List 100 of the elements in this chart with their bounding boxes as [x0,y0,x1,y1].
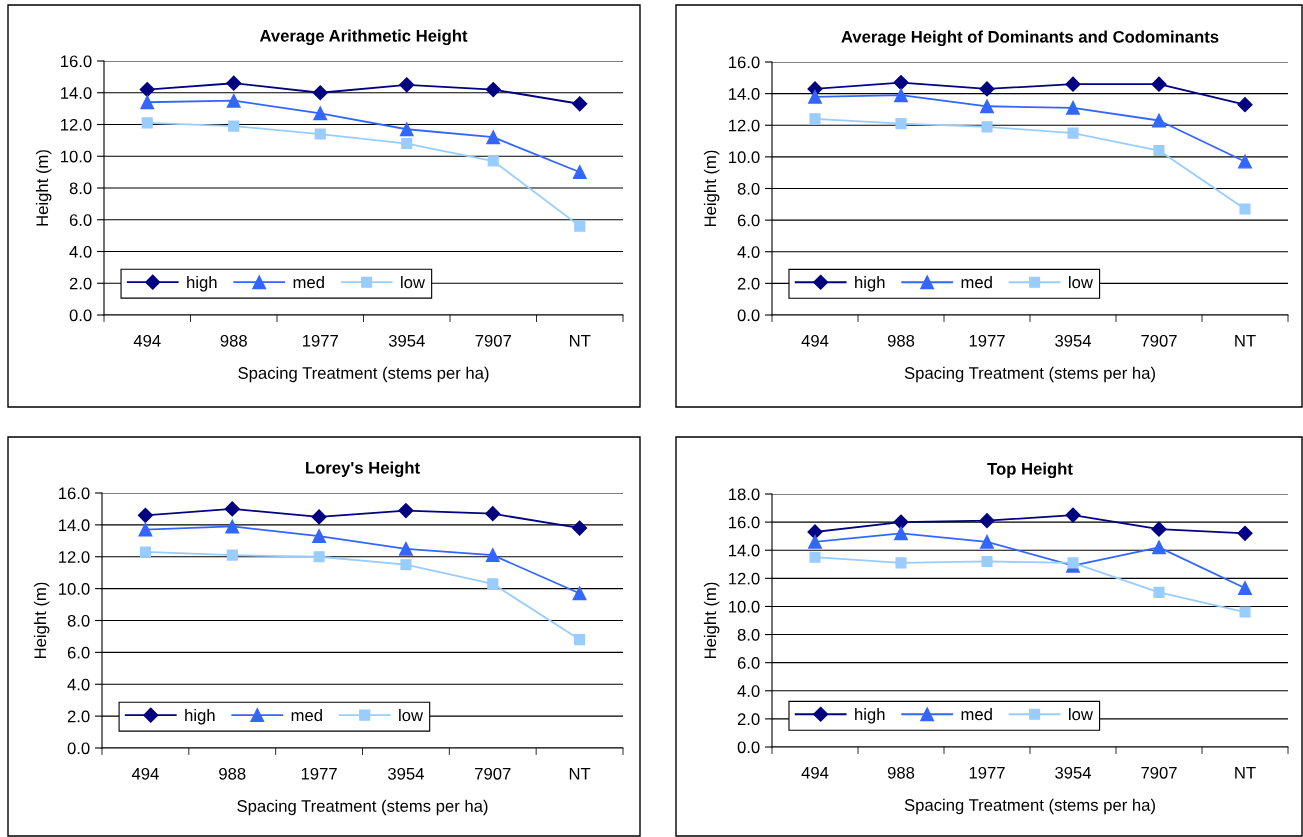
point [1237,97,1253,113]
point [1152,113,1166,128]
y-axis-title: Height (m) [703,150,720,227]
y-tick-label: 4.0 [67,678,90,691]
point [140,95,155,110]
point [225,519,240,534]
point [1239,606,1251,618]
point [980,534,994,549]
y-tick-label: 6.0 [69,214,92,226]
y-tick-label: 8.0 [67,614,90,627]
y-tick-label: 16.0 [61,55,92,68]
point [398,541,413,556]
y-tick-label: 2.0 [737,277,760,290]
point [226,75,242,91]
legend-label: low [399,708,424,722]
point [401,137,413,150]
legend-label: med [961,708,992,721]
legend-label: low [1069,276,1093,289]
x-tick-label: 7907 [1141,766,1177,779]
point [1239,203,1251,215]
y-tick-label: 14.0 [729,88,760,100]
point [981,121,993,133]
point [399,122,414,137]
x-tick-label: 988 [220,334,247,347]
y-tick-label: 2.0 [69,277,92,290]
y-tick-label: 16.0 [729,516,760,529]
point [226,93,241,108]
point [1153,586,1165,598]
point [1238,581,1252,596]
point [141,117,153,129]
point [485,548,500,563]
x-tick-label: 3954 [388,767,424,780]
x-tick-label: 494 [801,334,829,347]
point [894,526,908,541]
y-tick-label: 12.0 [59,551,90,563]
point [572,520,588,536]
x-axis-title: Spacing Treatment (stems per ha) [904,798,1155,815]
y-tick-label: 0.0 [737,741,760,754]
point [400,559,412,571]
point [895,557,907,569]
x-tick-label: NT [1235,335,1256,347]
point [226,549,238,561]
y-tick-label: 16.0 [729,56,760,69]
y-tick-label: 4.0 [737,246,760,258]
x-tick-label: 988 [887,766,915,779]
x-tick-label: 1977 [301,767,337,780]
point [1151,76,1167,92]
x-tick-label: NT [1235,767,1256,779]
point [224,501,240,517]
point [893,74,909,91]
point [313,106,328,121]
y-tick-label: 0.0 [737,309,760,322]
y-tick-label: 10.0 [729,600,760,613]
point [228,120,240,132]
y-tick-label: 8.0 [737,182,760,195]
point [485,506,501,522]
point [312,529,327,543]
point [1067,127,1079,139]
point [1067,557,1079,569]
point [895,118,907,130]
y-tick-label: 10.0 [729,151,760,164]
y-tick-label: 18.0 [729,488,760,501]
y-tick-label: 2.0 [737,713,760,726]
chart-title: Top Height [987,462,1073,479]
point [574,634,586,646]
point [979,81,995,97]
point [1237,525,1253,541]
y-tick-label: 2.0 [67,710,90,723]
point [1238,154,1252,169]
y-axis-title: Height (m) [35,150,52,226]
point [574,220,586,232]
legend-label: high [187,275,217,292]
point [979,513,995,529]
point [809,551,821,563]
y-tick-label: 12.0 [729,119,760,132]
point [1151,521,1167,537]
point [139,546,151,558]
point [486,130,501,145]
y-tick-label: 10.0 [61,150,92,163]
y-tick-label: 4.0 [737,685,760,697]
y-tick-label: 0.0 [67,742,90,755]
y-tick-label: 6.0 [737,214,760,227]
x-tick-label: 988 [219,767,246,780]
x-axis-title: Spacing Treatment (stems per ha) [238,366,489,383]
y-tick-label: 12.0 [61,118,92,131]
legend-label: high [855,708,885,724]
x-tick-label: 7907 [1141,334,1177,347]
point [1153,144,1165,157]
point [312,85,328,101]
point [980,99,994,114]
y-tick-label: 0.0 [69,309,92,322]
y-tick-label: 14.0 [729,544,760,557]
y-tick-label: 12.0 [729,572,760,585]
y-tick-label: 14.0 [59,519,90,532]
point [399,77,415,93]
x-tick-label: 3954 [1055,334,1092,347]
y-tick-label: 6.0 [737,657,760,669]
point [138,522,153,537]
point [137,507,153,523]
legend-label: high [185,708,215,725]
